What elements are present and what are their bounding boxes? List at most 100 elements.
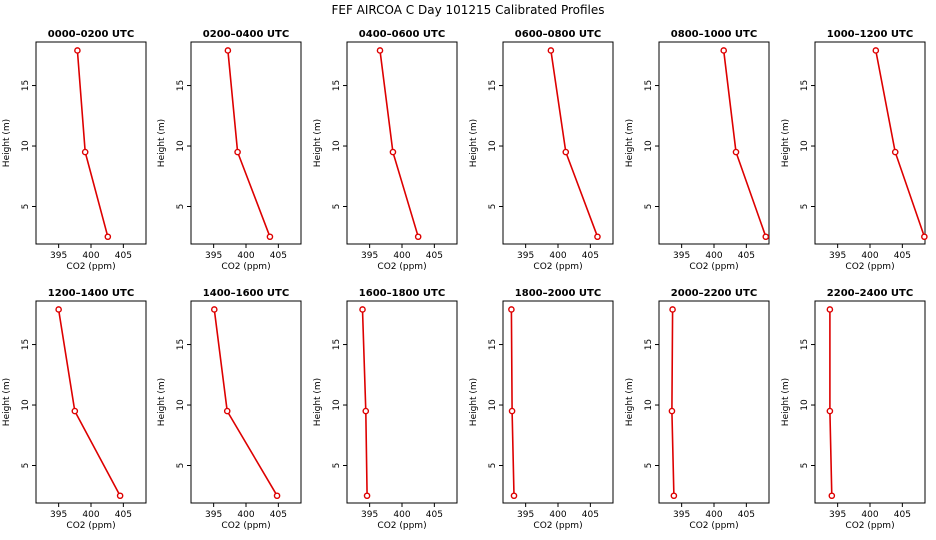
data-point — [547, 47, 555, 54]
y-axis-label: Height (m) — [625, 378, 635, 426]
x-tick-label: 400 — [549, 251, 566, 261]
y-tick-label: 5 — [21, 463, 31, 469]
y-axis-label: Height (m) — [157, 378, 167, 426]
panel-title: 1600–1800 UTC — [359, 288, 445, 299]
plot-frame — [190, 41, 302, 245]
data-point — [273, 492, 281, 500]
data-point — [891, 148, 899, 156]
panel-11: 2000–2200 UTC 395 400 405 5 10 15 CO2 (ppm) Heig… — [625, 288, 770, 531]
x-axis-label: CO2 (ppm) — [221, 521, 270, 531]
profile-line — [875, 50, 926, 237]
panel-title: 2200–2400 UTC — [827, 288, 913, 299]
data-point — [872, 47, 880, 54]
plot-frame — [658, 300, 770, 504]
y-axis-label: Height (m) — [157, 119, 167, 167]
y-tick-label: 10 — [488, 399, 498, 411]
x-axis-label: CO2 (ppm) — [845, 521, 894, 531]
data-point — [376, 47, 384, 54]
plot-frame — [35, 300, 147, 504]
y-axis-label: Height (m) — [781, 119, 791, 167]
profile-line — [76, 50, 109, 237]
data-point — [732, 148, 740, 156]
x-tick-label: 395 — [50, 251, 67, 261]
y-tick-label: 15 — [488, 339, 498, 350]
data-point — [116, 492, 124, 500]
x-tick-label: 395 — [673, 251, 690, 261]
x-axis-label: CO2 (ppm) — [689, 521, 738, 531]
x-tick-label: 405 — [894, 251, 911, 261]
y-tick-label: 10 — [800, 140, 810, 152]
y-axis-label: Height (m) — [781, 378, 791, 426]
y-tick-label: 10 — [800, 399, 810, 411]
y-axis-label: Height (m) — [469, 378, 479, 426]
data-point — [234, 148, 241, 156]
y-axis-label: Height (m) — [625, 119, 635, 167]
x-tick-label: 405 — [115, 510, 132, 520]
x-tick-label: 395 — [829, 251, 846, 261]
data-point — [362, 407, 370, 415]
y-axis-label: Height (m) — [313, 119, 323, 167]
x-axis-label: CO2 (ppm) — [221, 262, 270, 272]
x-tick-label: 395 — [361, 510, 378, 520]
x-tick-label: 395 — [205, 510, 222, 520]
figure-title: FEF AIRCOA C Day 101215 Calibrated Profi… — [331, 3, 604, 17]
x-tick-label: 400 — [861, 251, 878, 261]
y-axis-label: Height (m) — [469, 119, 479, 167]
y-tick-label: 5 — [644, 463, 654, 469]
data-point — [414, 233, 422, 241]
panel-10: 1800–2000 UTC 395 400 405 5 10 15 CO2 (ppm) Heig… — [469, 288, 614, 531]
data-point — [826, 407, 834, 415]
x-axis-label: CO2 (ppm) — [845, 262, 894, 272]
plot-frame — [502, 300, 614, 504]
panel-7: 1200–1400 UTC 395 400 405 5 10 15 CO2 (ppm) Heig… — [2, 288, 147, 531]
x-tick-label: 395 — [50, 510, 67, 520]
data-point — [826, 306, 834, 313]
data-point — [81, 148, 89, 156]
x-tick-label: 400 — [705, 251, 722, 261]
y-tick-label: 5 — [332, 204, 342, 210]
y-tick-label: 15 — [21, 339, 31, 350]
x-axis-label: CO2 (ppm) — [66, 262, 115, 272]
data-point — [266, 233, 274, 241]
profile-line — [57, 309, 121, 497]
y-tick-label: 15 — [332, 80, 342, 91]
panel-9: 1600–1800 UTC 395 400 405 5 10 15 CO2 (ppm) Heig… — [313, 288, 458, 531]
x-tick-label: 405 — [738, 251, 755, 261]
y-tick-label: 5 — [176, 463, 186, 469]
data-point — [510, 492, 518, 500]
data-point — [74, 47, 81, 54]
profile-line — [722, 50, 767, 237]
y-tick-label: 10 — [21, 399, 31, 411]
data-point — [669, 306, 676, 313]
data-point — [594, 233, 601, 241]
data-point — [363, 492, 371, 500]
y-tick-label: 15 — [644, 339, 654, 350]
data-point — [359, 306, 366, 313]
data-point — [210, 306, 218, 313]
y-tick-label: 5 — [488, 204, 498, 210]
panel-title: 0200–0400 UTC — [203, 29, 289, 40]
x-tick-label: 405 — [582, 510, 599, 520]
profile-line — [379, 50, 419, 237]
x-axis-label: CO2 (ppm) — [689, 262, 738, 272]
data-point — [389, 148, 397, 156]
y-tick-label: 15 — [176, 80, 186, 91]
x-tick-label: 395 — [517, 510, 534, 520]
profile-line — [829, 309, 833, 496]
x-tick-label: 400 — [705, 510, 722, 520]
panel-5: 0800–1000 UTC 395 400 405 5 10 15 CO2 (ppm) Heig… — [625, 29, 770, 272]
data-point — [720, 47, 728, 54]
x-tick-label: 395 — [361, 251, 378, 261]
x-tick-label: 405 — [582, 251, 599, 261]
y-tick-label: 10 — [488, 140, 498, 152]
data-point — [508, 306, 515, 313]
y-tick-label: 15 — [800, 80, 810, 91]
y-tick-label: 10 — [644, 140, 654, 152]
data-point — [921, 233, 928, 241]
panel-title: 1800–2000 UTC — [515, 288, 601, 299]
y-tick-label: 5 — [644, 204, 654, 210]
plot-frame — [502, 41, 614, 245]
x-tick-label: 405 — [738, 510, 755, 520]
x-axis-label: CO2 (ppm) — [533, 521, 582, 531]
